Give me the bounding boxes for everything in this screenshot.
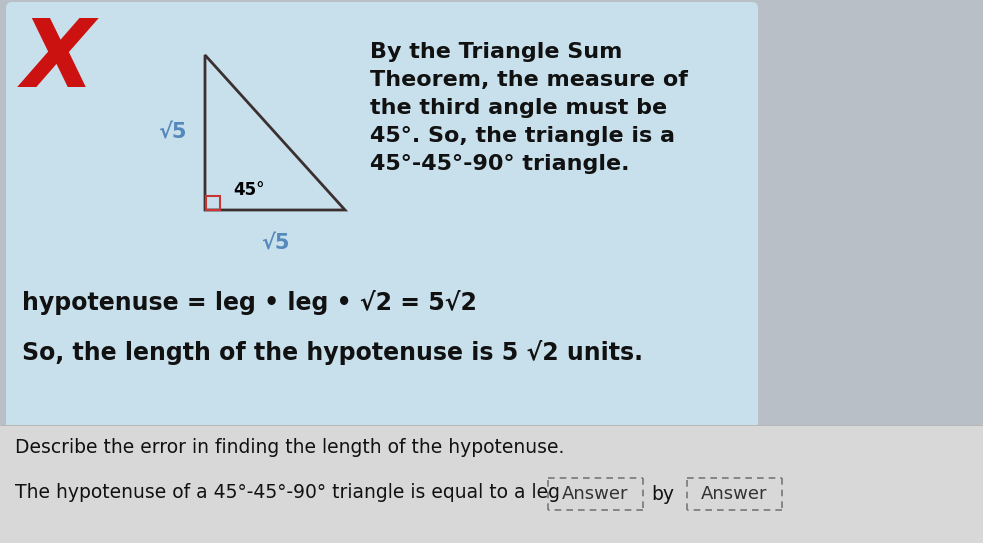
Bar	[206, 196, 220, 210]
Text: So, the length of the hypotenuse is 5 √2 units.: So, the length of the hypotenuse is 5 √2…	[22, 340, 643, 365]
Text: By the Triangle Sum
Theorem, the measure of
the third angle must be
45°. So, the: By the Triangle Sum Theorem, the measure…	[370, 42, 688, 174]
Text: X: X	[22, 15, 95, 107]
Text: Describe the error in finding the length of the hypotenuse.: Describe the error in finding the length…	[15, 438, 564, 457]
Text: 45°: 45°	[233, 181, 264, 199]
Text: Answer: Answer	[701, 485, 768, 503]
Text: by: by	[652, 484, 674, 503]
Text: Answer: Answer	[562, 485, 629, 503]
Bar	[0, 425, 983, 543]
FancyBboxPatch shape	[6, 2, 758, 429]
Text: The hypotenuse of a 45°-45°-90° triangle is equal to a leg: The hypotenuse of a 45°-45°-90° triangle…	[15, 483, 560, 502]
Text: √5: √5	[260, 234, 289, 254]
Text: hypotenuse = leg • leg • √2 = 5√2: hypotenuse = leg • leg • √2 = 5√2	[22, 290, 477, 315]
Text: √5: √5	[158, 123, 187, 142]
